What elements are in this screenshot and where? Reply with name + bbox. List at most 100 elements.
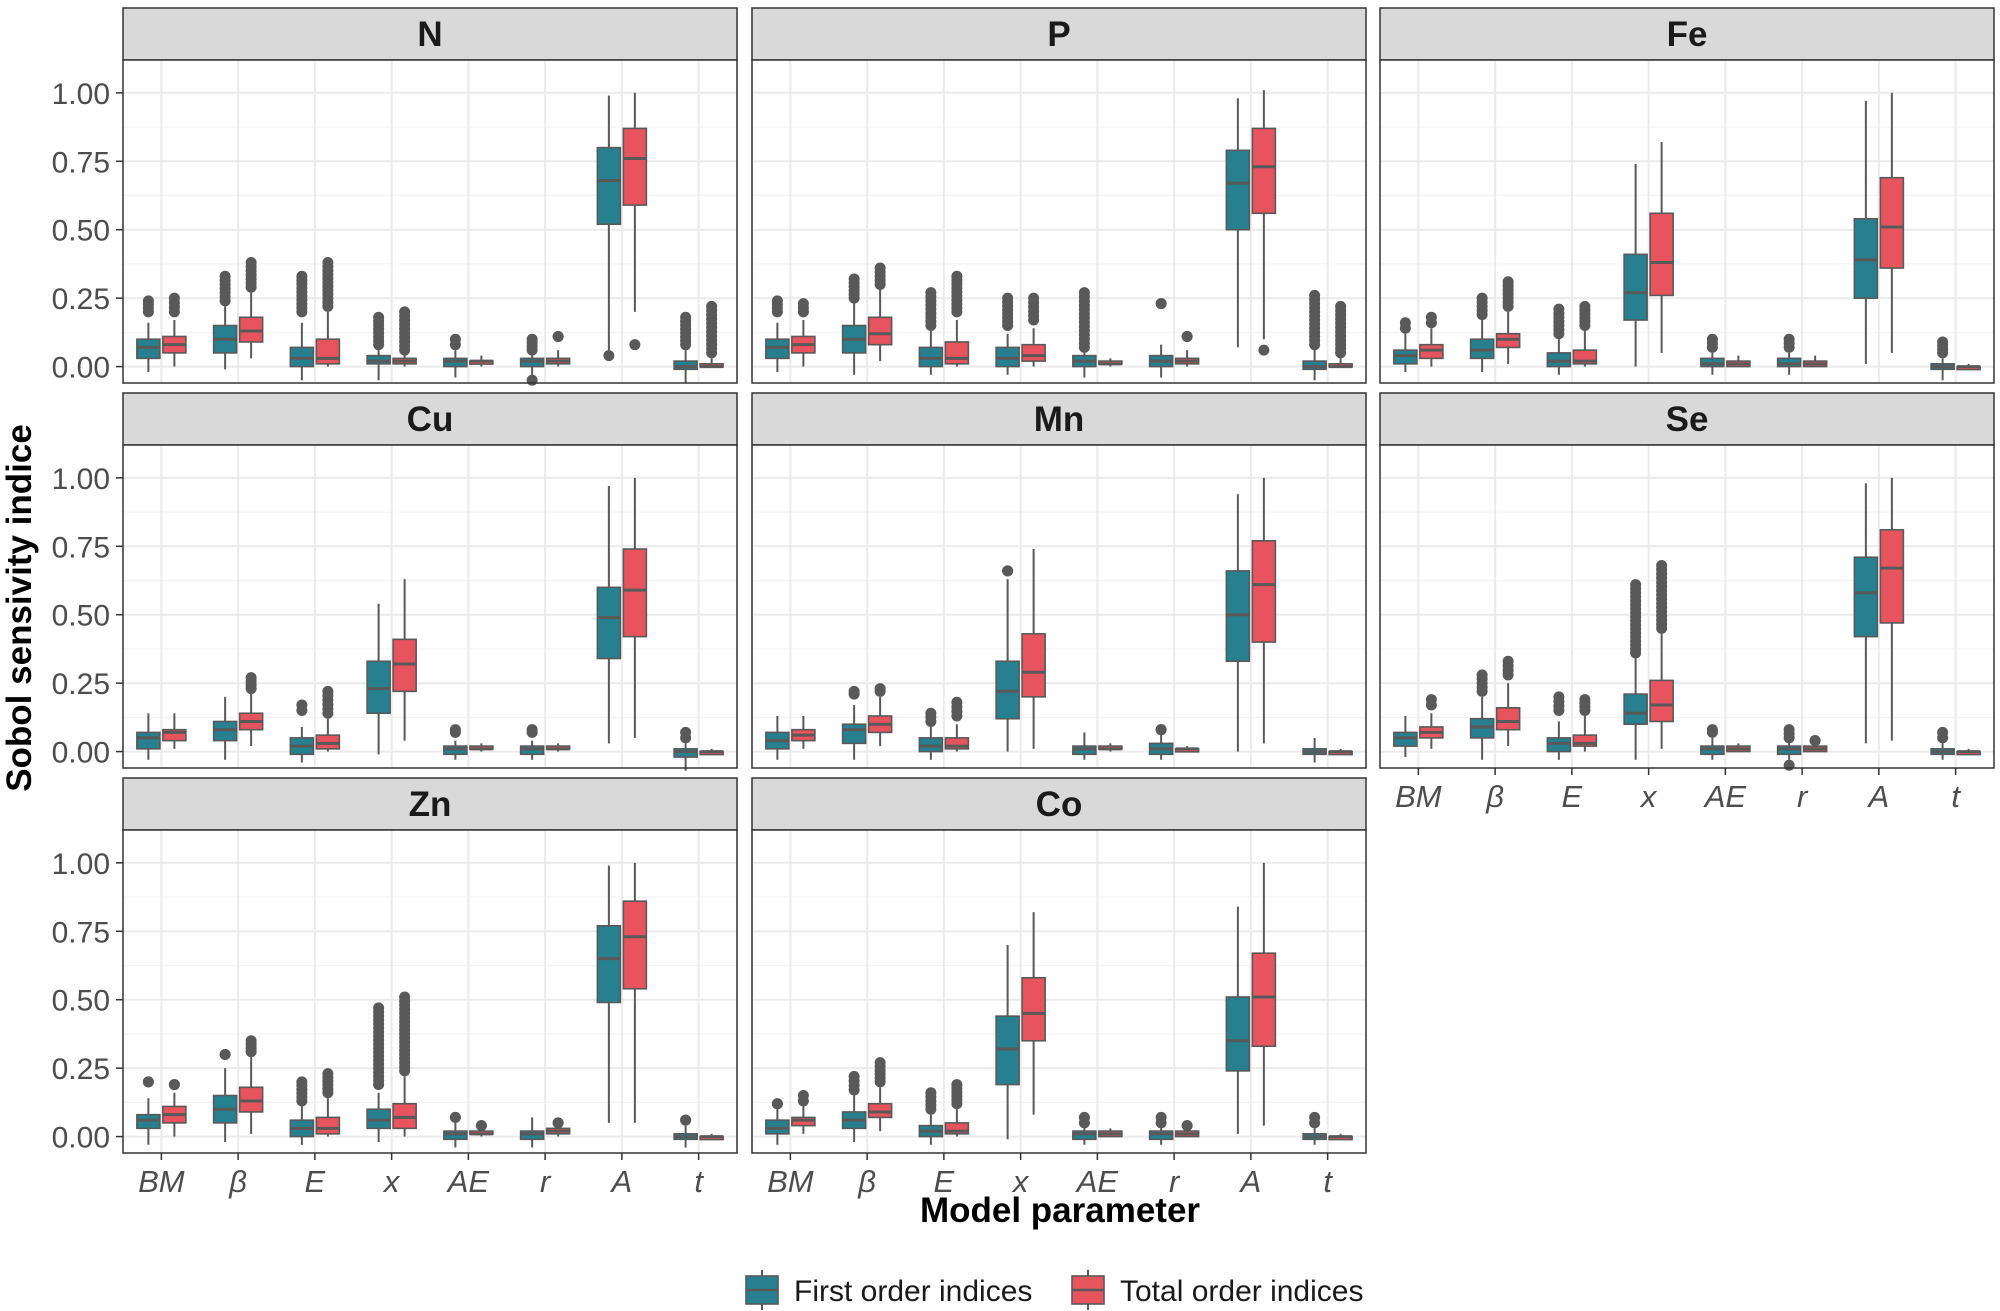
iqr-box	[1853, 556, 1879, 638]
first-order-box-A	[596, 95, 622, 362]
outlier-point	[874, 1057, 886, 1069]
y-tick-label: 0.50	[52, 600, 110, 633]
first-order-box-E	[918, 1087, 944, 1145]
iqr-box	[1251, 127, 1277, 215]
total-order-box-t	[699, 1133, 724, 1141]
iqr-box	[315, 338, 341, 365]
outlier-point	[1309, 289, 1321, 301]
first-order-box-E	[1546, 691, 1572, 760]
total-order-box-E	[1572, 694, 1598, 752]
outlier-point	[1399, 317, 1411, 329]
first-order-box-AE	[443, 724, 468, 760]
outlier-point	[925, 1087, 937, 1099]
total-order-box-t	[1956, 748, 1981, 756]
iqr-box	[1649, 212, 1674, 297]
first-order-box-AE	[1072, 287, 1097, 378]
iqr-box	[1251, 540, 1277, 643]
first-order-box-AE	[1700, 724, 1725, 760]
first-order-box-t	[1302, 1111, 1327, 1145]
total-order-box-E	[315, 1068, 341, 1137]
y-tick-label: 0.00	[52, 352, 110, 385]
outlier-point	[1002, 292, 1014, 304]
iqr-box	[622, 900, 648, 990]
total-order-box-AE	[1098, 358, 1123, 367]
outlier-point	[1579, 694, 1591, 706]
outlier-point	[848, 273, 860, 285]
total-order-box-x	[392, 306, 417, 367]
strip-header-bg	[1379, 7, 1995, 61]
outlier-point	[951, 696, 963, 708]
first-order-box-x	[995, 292, 1020, 375]
total-order-box-r	[545, 330, 571, 367]
total-order-box-AE	[469, 1120, 494, 1137]
iqr-box	[1225, 149, 1251, 231]
outlier-point	[1425, 694, 1437, 706]
first-order-box-A	[1853, 101, 1879, 364]
first-order-box-BM	[765, 715, 790, 760]
x-tick-label: BM	[138, 1164, 185, 1199]
total-order-box-A	[1879, 477, 1905, 741]
total-order-box-A	[1251, 862, 1277, 1126]
outlier-point	[951, 270, 963, 282]
total-order-box-x	[392, 991, 417, 1137]
first-order-box-E	[918, 707, 944, 760]
total-order-box-AE	[469, 355, 494, 367]
total-order-box-t	[699, 748, 724, 756]
first-order-box-β	[841, 685, 867, 760]
first-order-box-β	[212, 270, 238, 370]
outlier-point	[1181, 1120, 1193, 1132]
x-axis-title: Model parameter	[920, 1191, 1200, 1230]
total-order-box-E	[1572, 300, 1598, 367]
iqr-box	[944, 737, 970, 750]
outlier-point	[552, 330, 564, 342]
outlier-point	[1502, 276, 1514, 288]
first-order-box-BM	[136, 1076, 161, 1145]
x-tick-label: t	[1323, 1164, 1333, 1199]
total-order-box-r	[545, 1117, 571, 1137]
total-order-box-r	[545, 743, 571, 752]
total-order-box-E	[315, 257, 341, 367]
total-order-box-β	[867, 1057, 893, 1132]
panel-border	[122, 444, 738, 769]
legend-item-first: First order indices	[745, 1270, 1032, 1310]
first-order-box-A	[1853, 483, 1879, 744]
first-order-box-t	[673, 1114, 698, 1148]
outlier-point	[1579, 300, 1591, 312]
total-order-box-AE	[1726, 355, 1751, 368]
facet-title: N	[417, 15, 442, 54]
outlier-point	[680, 1114, 692, 1126]
first-order-box-BM	[765, 1098, 790, 1145]
total-order-box-r	[1174, 330, 1200, 367]
iqr-box	[944, 341, 970, 365]
facet-Mn: Mn	[751, 392, 1367, 769]
total-order-box-t	[1956, 363, 1981, 371]
iqr-box	[1021, 633, 1046, 698]
facet-Cu: Cu 0.00 0.25 0.50 0.75 1.00	[52, 392, 738, 771]
total-order-box-β	[867, 262, 893, 362]
legend-label: First order indices	[794, 1275, 1032, 1308]
y-tick-label: 0.00	[52, 1122, 110, 1155]
x-tick-label: E	[934, 1164, 955, 1199]
outlier-point	[399, 306, 411, 318]
x-tick-label: x	[1011, 1164, 1030, 1199]
y-tick-label: 0.75	[52, 916, 110, 949]
outlier-point	[526, 333, 538, 345]
total-order-box-A	[622, 477, 648, 738]
facet-N: N 0.00 0.25 0.50 0.75 1.00	[52, 7, 738, 386]
outlier-point	[951, 1079, 963, 1091]
first-order-box-β	[212, 1048, 238, 1143]
iqr-box	[622, 127, 648, 206]
total-order-box-x	[1649, 559, 1674, 749]
x-tick-label: t	[694, 1164, 704, 1199]
outlier-point	[1656, 559, 1668, 571]
iqr-box	[1879, 529, 1905, 624]
facet-title: Mn	[1034, 400, 1085, 439]
panel-border	[1379, 59, 1995, 384]
outlier-point	[1181, 330, 1193, 342]
total-order-box-E	[944, 270, 970, 367]
outlier-point	[168, 292, 180, 304]
y-tick-label: 1.00	[52, 463, 110, 496]
first-order-box-r	[1776, 333, 1802, 375]
